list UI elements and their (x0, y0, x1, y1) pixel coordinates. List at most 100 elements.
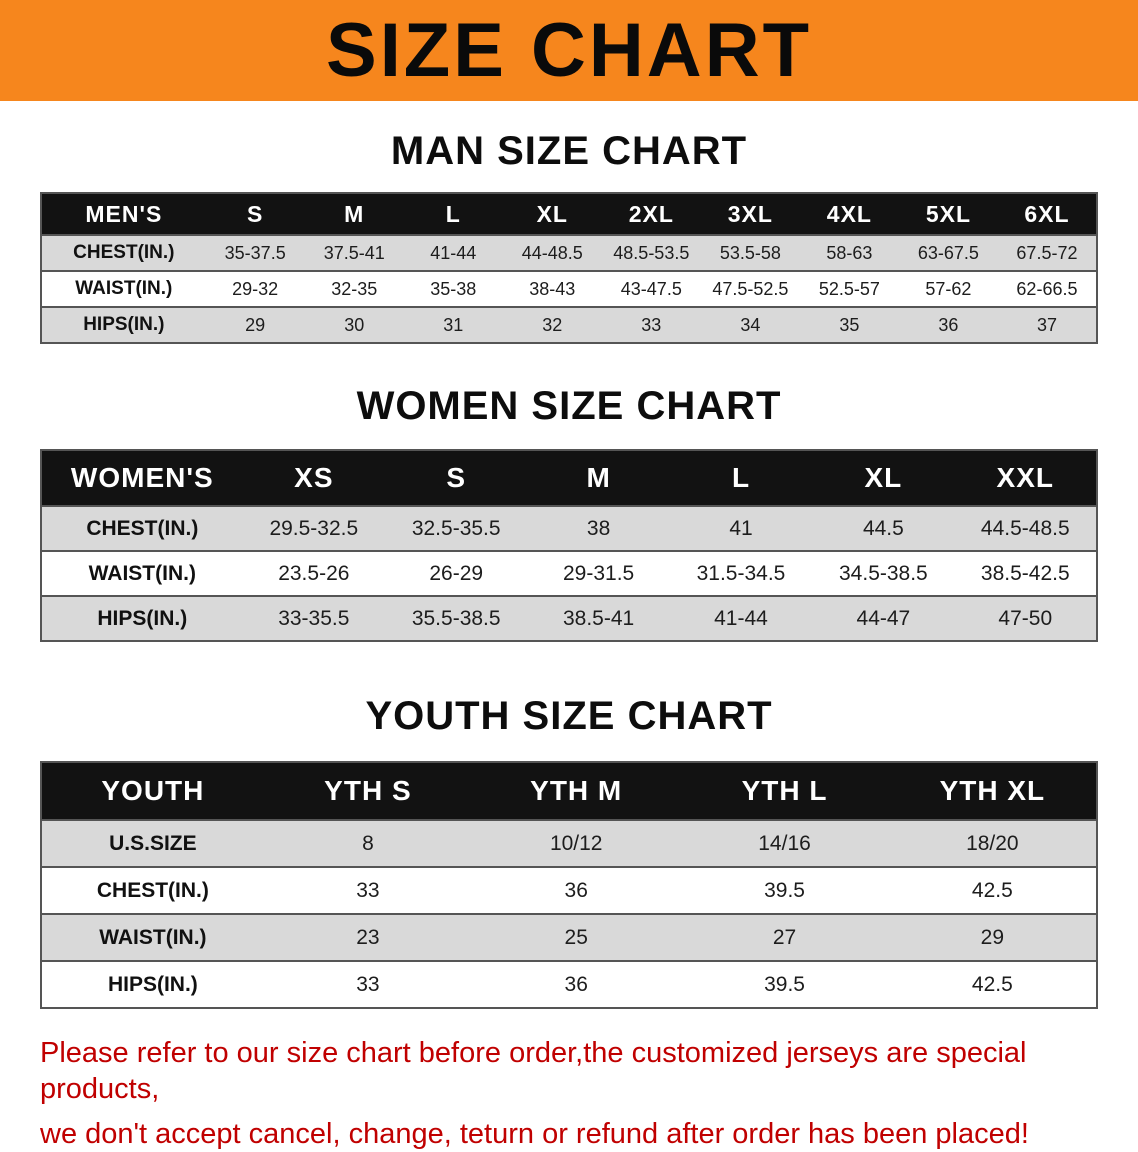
size-header-cell: M (527, 450, 670, 506)
page-title: SIZE CHART (326, 8, 812, 93)
size-header-cell: YTH XL (888, 762, 1097, 820)
size-value: 29-31.5 (562, 561, 635, 585)
size-value: 38-43 (529, 278, 576, 299)
size-value: 47.5-52.5 (712, 278, 789, 299)
table-title-cell: YOUTH (41, 762, 264, 820)
size-header-cell: M (304, 193, 404, 235)
measurement-row: CHEST(IN.) 29.5-32.5 32.5-35.5 38 41 44.5 44.5… (41, 506, 1097, 551)
size-header-cell: XS (242, 450, 386, 506)
size-value: 41-44 (430, 242, 477, 263)
size-value: 36 (564, 878, 588, 902)
size-value: 14/16 (758, 831, 811, 855)
size-value: 39.5 (764, 972, 805, 996)
measurement-label: U.S.SIZE (109, 831, 197, 855)
size-value: 8 (362, 831, 374, 855)
size-value: 10/12 (549, 831, 603, 855)
measurement-row: HIPS(IN.) 29 30 31 32 33 34 35 36 37 (41, 307, 1097, 343)
size-value: 43-47.5 (620, 278, 682, 299)
size-value: 35 (839, 314, 860, 335)
size-value: 36 (938, 314, 959, 335)
size-header-cell: 2XL (601, 193, 701, 235)
youth-size-chart-section: YOUTH SIZE CHART YOUTH YTH S YTH M YTH L YTH… (0, 694, 1138, 1009)
measurement-row: WAIST(IN.) 23 25 27 29 (41, 914, 1097, 961)
size-value: 52.5-57 (818, 278, 880, 299)
size-value: 38.5-41 (562, 606, 635, 630)
size-value: 35-37.5 (224, 242, 286, 263)
banner: SIZE CHART (0, 0, 1138, 101)
size-value: 33 (356, 878, 380, 902)
measurement-label: HIPS(IN.) (83, 314, 165, 335)
youth-size-chart-title: YOUTH SIZE CHART (365, 694, 773, 738)
size-value: 35.5-38.5 (411, 606, 501, 630)
measurement-label: HIPS(IN.) (107, 972, 198, 996)
women-size-table: WOMEN'S XS S M L XL XXL CHEST(IN.) 29.5-32.5 32.5… (40, 449, 1098, 642)
size-value: 33 (641, 314, 662, 335)
size-value: 26-29 (429, 561, 484, 585)
size-value: 48.5-53.5 (613, 242, 690, 263)
size-value: 57-62 (925, 278, 972, 299)
size-value: 29-32 (232, 278, 279, 299)
measurement-row: WAIST(IN.) 29-32 32-35 35-38 38-43 43-47.5 47.… (41, 271, 1097, 307)
size-value: 44-47 (856, 606, 911, 630)
size-value: 42.5 (971, 878, 1013, 902)
size-value: 37 (1036, 314, 1057, 335)
measurement-label: WAIST(IN.) (88, 561, 196, 585)
notice-line-2: we don't accept cancel, change, teturn o… (40, 1117, 1029, 1150)
table-title-cell: WOMEN'S (41, 450, 243, 506)
youth-size-table: YOUTH YTH S YTH M YTH L YTH XL U.S.SIZE 8 10/12… (40, 761, 1098, 1009)
size-value: 41 (729, 516, 753, 540)
size-value: 25 (564, 925, 588, 949)
measurement-row: HIPS(IN.) 33-35.5 35.5-38.5 38.5-41 41-44 44-… (41, 596, 1097, 641)
size-header-cell: 4XL (799, 193, 899, 235)
size-value: 34.5-38.5 (839, 561, 928, 585)
size-header-cell: 3XL (700, 193, 800, 235)
size-value: 38 (586, 516, 611, 540)
size-value: 23 (356, 925, 380, 949)
size-value: 31 (443, 314, 464, 335)
size-header-cell: XXL (954, 450, 1097, 506)
size-value: 29 (245, 314, 266, 335)
measurement-label: WAIST(IN.) (75, 278, 173, 299)
measurement-label: CHEST(IN.) (96, 878, 209, 902)
measurement-row: HIPS(IN.) 33 36 39.5 42.5 (41, 961, 1097, 1008)
size-value: 33-35.5 (278, 606, 350, 630)
size-value: 32-35 (331, 278, 378, 299)
size-value: 37.5-41 (323, 242, 385, 263)
size-value: 39.5 (764, 878, 805, 902)
women-size-chart-title: WOMEN SIZE CHART (356, 384, 782, 428)
man-size-table: MEN'S S M L XL 2XL 3XL 4XL 5XL 6XL CHEST(IN.) 35-37… (40, 192, 1098, 344)
measurement-label: WAIST(IN.) (99, 925, 207, 949)
size-value: 27 (772, 925, 797, 949)
header-row: WOMEN'S XS S M L XL XXL (41, 450, 1097, 506)
size-value: 38.5-42.5 (980, 561, 1070, 585)
header-row: YOUTH YTH S YTH M YTH L YTH XL (41, 762, 1097, 820)
measurement-row: U.S.SIZE 8 10/12 14/16 18/20 (41, 820, 1097, 867)
size-value: 35-38 (430, 278, 477, 299)
size-header-cell: S (385, 450, 528, 506)
measurement-row: CHEST(IN.) 33 36 39.5 42.5 (41, 867, 1097, 914)
size-header-cell: S (205, 193, 305, 235)
measurement-row: CHEST(IN.) 35-37.5 37.5-41 41-44 44-48.5 48.5… (41, 235, 1097, 271)
measurement-label: HIPS(IN.) (97, 606, 188, 630)
size-value: 62-66.5 (1016, 278, 1078, 299)
notice-line-1: Please refer to our size chart before or… (40, 1037, 1027, 1106)
size-header-cell: L (403, 193, 503, 235)
size-value: 31.5-34.5 (696, 561, 786, 585)
size-value: 63-67.5 (917, 242, 979, 263)
size-value: 41-44 (714, 606, 768, 630)
table-title-cell: MEN'S (41, 193, 206, 235)
size-value: 30 (344, 314, 365, 335)
size-value: 44-48.5 (521, 242, 583, 263)
size-value: 47-50 (998, 606, 1053, 630)
size-value: 44.5 (862, 516, 904, 540)
size-header-cell: XL (502, 193, 602, 235)
size-value: 34 (740, 314, 761, 335)
measurement-label: CHEST(IN.) (86, 516, 199, 540)
size-header-cell: YTH M (472, 762, 681, 820)
size-value: 44.5-48.5 (980, 516, 1070, 540)
size-header-cell: 5XL (898, 193, 998, 235)
women-size-chart-section: WOMEN SIZE CHART WOMEN'S XS S M L XL XXL CHEST(… (0, 384, 1138, 642)
size-header-cell: XL (812, 450, 955, 506)
size-header-cell: L (669, 450, 813, 506)
